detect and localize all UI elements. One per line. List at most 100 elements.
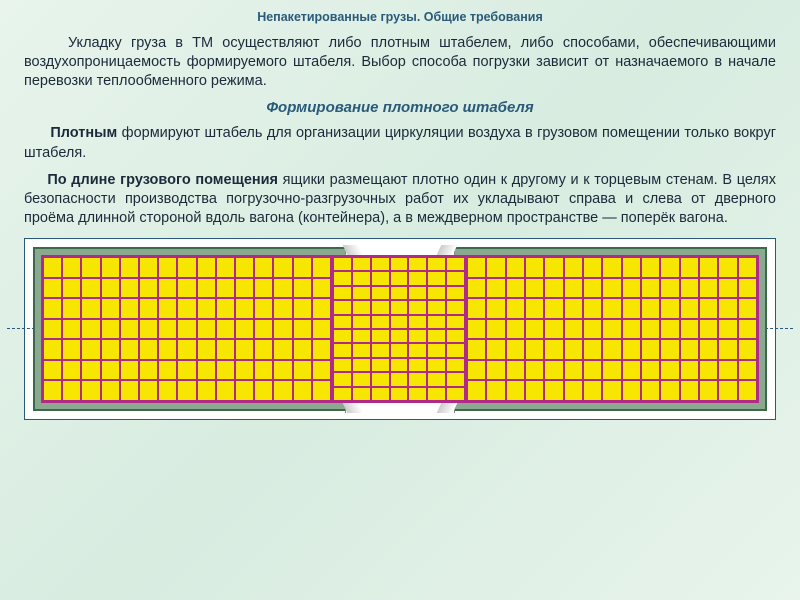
crate-cell <box>486 380 505 401</box>
crate-cell <box>352 387 371 401</box>
crate-cell <box>352 343 371 357</box>
crate-cell <box>544 319 563 340</box>
crate-cell <box>506 360 525 381</box>
crate-cell <box>486 360 505 381</box>
crate-cell <box>352 315 371 329</box>
crate-cell <box>446 300 465 314</box>
crate-cell <box>602 298 621 319</box>
crate-cell <box>467 339 486 360</box>
crate-cell <box>371 271 390 285</box>
crate-cell <box>235 339 254 360</box>
crate-cell <box>641 298 660 319</box>
crate-cell <box>718 339 737 360</box>
crate-cell <box>408 286 427 300</box>
crate-cell <box>43 380 62 401</box>
crate-cell <box>216 380 235 401</box>
crate-cell <box>446 343 465 357</box>
crate-cell <box>62 319 81 340</box>
crate-cell <box>197 319 216 340</box>
crate-cell <box>371 372 390 386</box>
crate-cell <box>293 257 312 278</box>
crate-cell <box>43 257 62 278</box>
crate-cell <box>312 380 331 401</box>
crate-cell <box>525 380 544 401</box>
crate-cell <box>216 319 235 340</box>
crate-cell <box>564 380 583 401</box>
crate-cell <box>371 300 390 314</box>
crate-cell <box>216 360 235 381</box>
crate-cell <box>602 360 621 381</box>
crate-cell <box>390 271 409 285</box>
crate-cell <box>680 339 699 360</box>
crate-cell <box>525 360 544 381</box>
crate-cell <box>641 339 660 360</box>
crate-cell <box>371 343 390 357</box>
crate-cell <box>216 257 235 278</box>
crate-cell <box>467 360 486 381</box>
crate-cell <box>718 380 737 401</box>
crate-cell <box>544 360 563 381</box>
crate-cell <box>446 271 465 285</box>
crate-cell <box>273 298 292 319</box>
crate-cell <box>718 360 737 381</box>
crate-cell <box>158 380 177 401</box>
crate-cell <box>43 298 62 319</box>
crate-cell <box>293 360 312 381</box>
wagon-diagram <box>24 238 776 420</box>
crate-cell <box>427 257 446 271</box>
crate-cell <box>718 257 737 278</box>
crate-cell <box>62 278 81 299</box>
crate-cell <box>81 360 100 381</box>
crate-cell <box>197 257 216 278</box>
crate-cell <box>390 387 409 401</box>
crate-cell <box>544 257 563 278</box>
crate-cell <box>506 278 525 299</box>
paragraph-2: Плотным формируют штабель для организаци… <box>24 124 776 162</box>
crate-cell <box>177 339 196 360</box>
crate-cell <box>506 257 525 278</box>
crate-cell <box>544 278 563 299</box>
crate-cell <box>177 319 196 340</box>
crate-cell <box>564 298 583 319</box>
crate-cell <box>699 319 718 340</box>
crate-cell <box>197 298 216 319</box>
crate-cell <box>216 298 235 319</box>
crate-cell <box>427 372 446 386</box>
crate-cell <box>390 286 409 300</box>
crate-cell <box>235 319 254 340</box>
crate-cell <box>564 257 583 278</box>
crate-cell <box>506 319 525 340</box>
crate-cell <box>139 360 158 381</box>
crate-cell <box>525 278 544 299</box>
crate-cell <box>216 278 235 299</box>
crate-cell <box>486 339 505 360</box>
crate-cell <box>273 257 292 278</box>
crate-cell <box>427 300 446 314</box>
crate-cell <box>43 360 62 381</box>
crate-cell <box>158 319 177 340</box>
crate-cell <box>738 339 757 360</box>
crate-cell <box>622 278 641 299</box>
crate-cell <box>197 278 216 299</box>
crate-cell <box>427 271 446 285</box>
crate-cell <box>680 380 699 401</box>
crate-cell <box>641 257 660 278</box>
crate-cell <box>467 257 486 278</box>
crate-cell <box>273 339 292 360</box>
crate-cell <box>352 372 371 386</box>
crate-cell <box>544 298 563 319</box>
crate-cell <box>158 298 177 319</box>
crate-cell <box>622 298 641 319</box>
crate-cell <box>660 380 679 401</box>
crate-cell <box>139 278 158 299</box>
crate-cell <box>312 298 331 319</box>
crate-cell <box>139 380 158 401</box>
crate-cell <box>371 315 390 329</box>
crate-cell <box>352 271 371 285</box>
crate-cell <box>660 278 679 299</box>
crate-cell <box>699 360 718 381</box>
crate-cell <box>101 319 120 340</box>
crate-cell <box>371 387 390 401</box>
door-bottom <box>345 403 455 413</box>
crate-cell <box>333 358 352 372</box>
